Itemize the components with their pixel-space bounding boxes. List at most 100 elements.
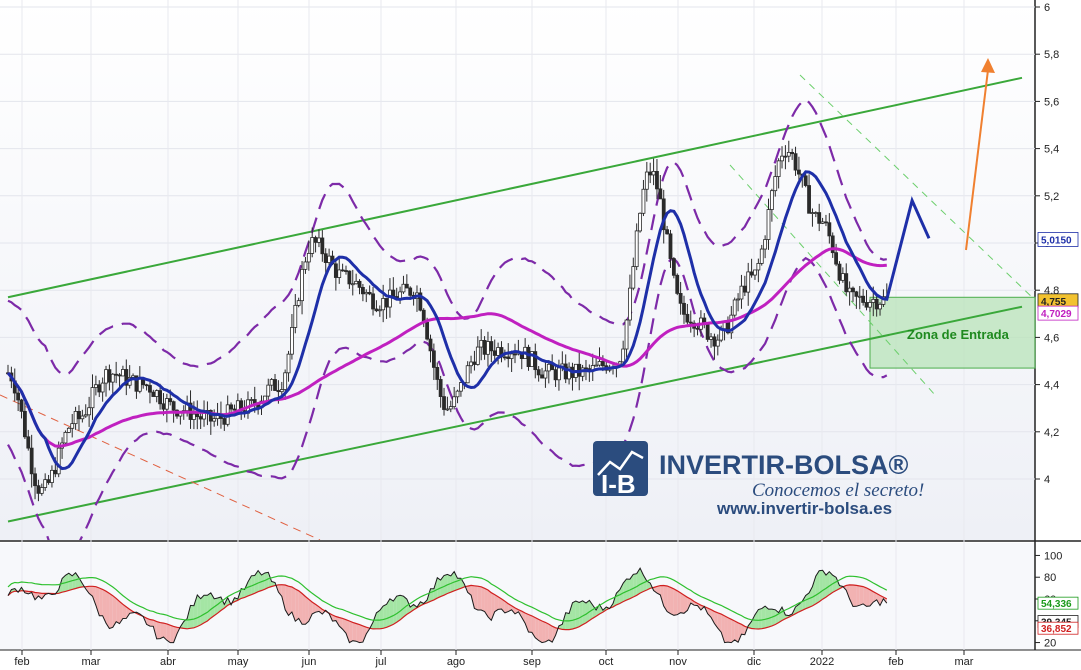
candle-body (489, 341, 494, 352)
y-tick-label: 5,4 (1044, 144, 1059, 156)
candle-body (448, 406, 453, 410)
osc-fill (731, 619, 735, 643)
target-arrow (965, 58, 995, 251)
candle-body (73, 411, 78, 425)
osc-fill (690, 599, 695, 606)
candle-body (739, 285, 744, 300)
candle-body (43, 479, 48, 488)
candle-body (29, 447, 34, 475)
osc-fill (721, 614, 725, 643)
candle-body (729, 314, 734, 334)
osc-fill (400, 595, 404, 620)
candle-body (33, 473, 37, 487)
zone-label-group: Zona de Entrada (907, 327, 1010, 342)
osc-fill (531, 615, 536, 638)
osc-fill (741, 624, 745, 635)
candle-body (347, 270, 352, 285)
candle-body (16, 392, 21, 401)
osc-fill (444, 574, 448, 596)
osc-fill (660, 585, 664, 606)
candle-body (685, 313, 690, 323)
osc-fill (616, 589, 620, 605)
brand-logo: I-B INVERTIR-BOLSA® Conocemos el secreto… (593, 441, 924, 518)
candle-body (90, 387, 95, 409)
osc-fill (352, 622, 357, 642)
y-tick-label: 4,6 (1044, 332, 1059, 344)
osc-fill (582, 600, 586, 625)
candle-body (803, 175, 808, 186)
candle-body (827, 222, 832, 237)
osc-fill (542, 621, 546, 643)
candle-body (93, 384, 98, 388)
osc-fill (626, 579, 630, 601)
grid-lines (0, 0, 1035, 650)
candle-body (50, 469, 54, 483)
price-tag-box (1037, 305, 1079, 321)
price-tag: 4,7029 (1037, 305, 1079, 321)
candle-body (435, 367, 440, 380)
osc-fill (258, 570, 262, 592)
osc-fill (95, 586, 100, 616)
osc-fill (707, 608, 712, 618)
time-axis-ticks: feb mar abr may jun jul ago sep oct nov dic 2022 feb… (14, 650, 974, 668)
osc-fill (525, 612, 529, 632)
candle-body (753, 269, 757, 276)
candle-body (648, 171, 653, 176)
candle-body (117, 374, 122, 377)
oscillator-series (7, 567, 888, 644)
osc-fill (643, 575, 647, 592)
osc-fill (504, 601, 509, 613)
osc-fill (214, 598, 218, 616)
candle-body (824, 221, 828, 224)
osc-fill (849, 584, 853, 607)
candle-body (465, 365, 470, 384)
candle-body (431, 350, 436, 368)
osc-fill (312, 602, 316, 614)
osc-fill (663, 585, 668, 612)
candle-body (817, 212, 822, 224)
candle-body (56, 447, 61, 475)
candle-body (388, 289, 392, 308)
candle-body (26, 436, 31, 449)
osc-fill (751, 614, 755, 629)
osc-fill (430, 588, 434, 602)
osc-fill (163, 623, 167, 641)
osc-tick-label: 80 (1044, 572, 1056, 584)
candle-body (742, 285, 747, 293)
candle-body (438, 379, 443, 397)
candle-body (293, 304, 298, 328)
candle-body (401, 283, 406, 293)
osc-fill (318, 606, 323, 615)
osc-fill (856, 585, 860, 607)
candle-body (276, 390, 281, 393)
osc-fill (684, 595, 688, 614)
candle-body (384, 298, 389, 308)
osc-tag: 54,336 (1037, 596, 1079, 610)
logo-title: INVERTIR-BOLSA® (659, 450, 909, 480)
osc-fill (268, 572, 272, 588)
candle-body (80, 415, 85, 420)
logo-chart-icon (597, 450, 644, 476)
osc-fill (78, 577, 83, 588)
osc-fill (535, 617, 539, 641)
candle-body (222, 418, 227, 425)
candle-body (104, 369, 108, 384)
y-tick-label: 5,2 (1044, 191, 1059, 203)
osc-fill (873, 591, 877, 603)
osc-fill (264, 572, 269, 590)
osc-fill (393, 596, 397, 625)
candle-body (513, 353, 517, 356)
candle-body (327, 255, 332, 263)
osc-fill (569, 602, 573, 630)
candle-body (878, 303, 882, 310)
candle-body (391, 289, 396, 297)
candle-body (428, 338, 433, 352)
candle-body (404, 283, 409, 289)
candle-body (418, 292, 423, 311)
osc-fill (106, 591, 110, 629)
y-tick-label: 5,6 (1044, 96, 1059, 108)
candle-body (333, 263, 338, 278)
osc-fill (437, 577, 441, 599)
osc-fill (190, 605, 194, 629)
